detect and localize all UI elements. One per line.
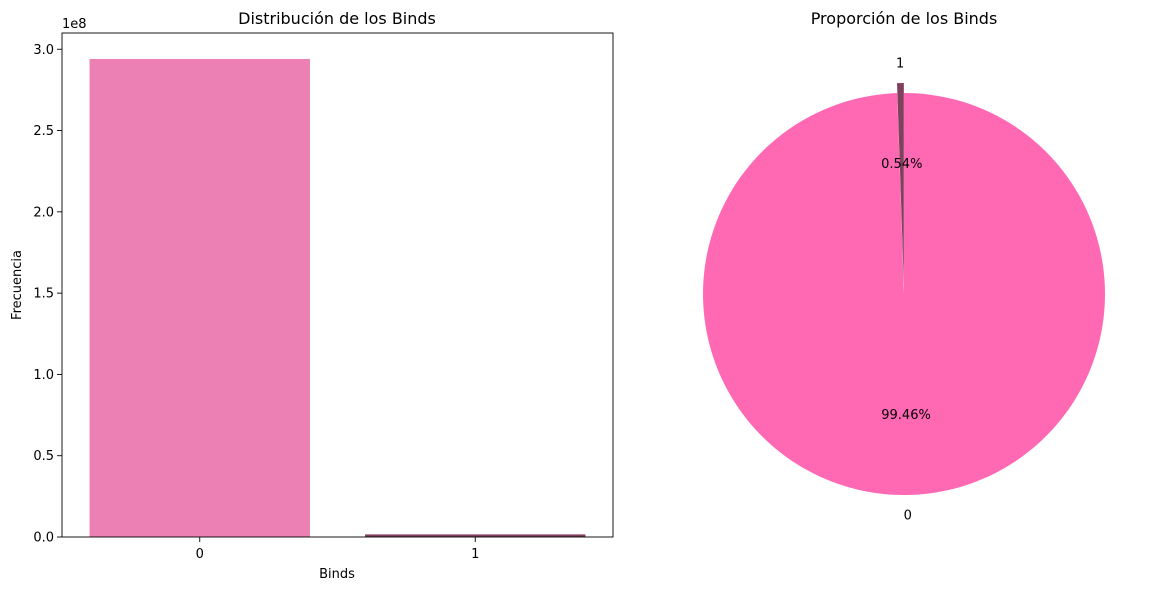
x-tick-label: 0	[196, 547, 204, 562]
x-tick-label: 1	[471, 547, 479, 562]
bar-0	[89, 59, 310, 537]
pie-slice-1	[897, 82, 904, 284]
bar-y-axis-label: Frecuencia	[10, 250, 25, 320]
pie-chart-title: Proporción de los Binds	[811, 9, 998, 28]
y-tick-label: 2.5	[33, 124, 54, 139]
bar-marks	[89, 59, 586, 537]
pie-percent-label: 0.54%	[881, 157, 922, 172]
y-tick-label: 3.0	[33, 43, 54, 58]
bar-chart-title: Distribución de los Binds	[238, 9, 436, 28]
y-tick-label: 2.0	[33, 205, 54, 220]
bar-x-axis-label: Binds	[319, 567, 355, 582]
bar-chart: Distribución de los Binds 0.0 0.5 1.0 1.5 2.…	[10, 9, 614, 582]
y-tick-label: 1.5	[33, 287, 54, 302]
bar-scale-label: 1e8	[62, 17, 87, 32]
bar-axes-frame	[61, 32, 614, 538]
pie-marks: 0 99.46% 1 0.54%	[702, 56, 1106, 524]
y-tick-label: 0.5	[33, 449, 54, 464]
y-tick-label: 0.0	[33, 531, 54, 546]
pie-slice-0	[702, 93, 1106, 495]
bar-1	[365, 534, 586, 537]
pie-label: 0	[904, 509, 912, 524]
bar-y-ticks: 0.0 0.5 1.0 1.5 2.0 2.5 3.0	[33, 43, 62, 546]
pie-label: 1	[896, 56, 904, 71]
pie-chart: Proporción de los Binds 0 99.46% 1 0.54%	[702, 9, 1106, 524]
y-tick-label: 1.0	[33, 368, 54, 383]
pie-percent-label: 99.46%	[881, 408, 931, 423]
